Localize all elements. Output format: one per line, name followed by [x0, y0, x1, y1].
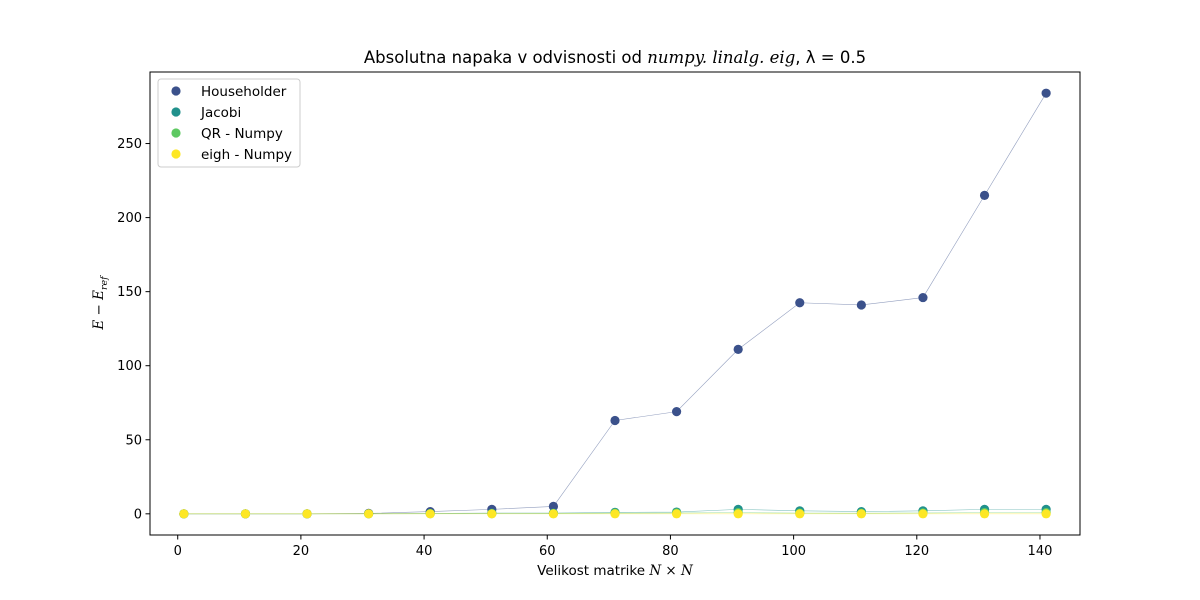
legend-box [157, 78, 301, 168]
legend-label: Jacobi [200, 105, 241, 121]
x-axis-label: Velikost matrike N × N [537, 563, 694, 579]
y-tick-label: 50 [125, 433, 142, 448]
data-point [548, 509, 559, 519]
data-point [733, 509, 743, 519]
data-point [1041, 509, 1051, 519]
x-tick-label: 120 [904, 544, 929, 559]
legend-marker [171, 86, 181, 96]
series-layer [179, 88, 1051, 519]
data-point [240, 509, 251, 519]
x-tick-label: 40 [416, 544, 433, 559]
legend-label: eigh - Numpy [201, 147, 292, 163]
data-point [487, 509, 497, 519]
legend-marker [171, 107, 181, 117]
data-point [795, 509, 805, 519]
x-tick-label: 20 [293, 544, 310, 559]
data-point [610, 415, 620, 426]
data-point [179, 509, 189, 519]
x-tick-label: 100 [781, 544, 806, 559]
data-point [671, 509, 682, 519]
legend-marker [171, 149, 181, 159]
y-tick-label: 0 [134, 507, 142, 522]
data-point [548, 501, 559, 512]
y-tick-label: 150 [117, 285, 142, 300]
data-point [425, 509, 435, 519]
legend: Householder Jacobi QR - Numpy eigh - Numpy [157, 78, 301, 168]
data-point [856, 509, 866, 519]
x-tick-label: 0 [174, 544, 182, 559]
chart-title: Absolutna napaka v odvisnosti od numpy. … [364, 48, 866, 67]
legend-label: QR - Numpy [201, 126, 283, 142]
data-point [610, 509, 620, 519]
y-axis: 0 50 100 150 200 250 [117, 137, 150, 522]
x-axis: 0 20 40 60 80 100 120 140 [174, 535, 1053, 559]
data-point [918, 292, 928, 303]
data-point [856, 300, 866, 310]
legend-label: Householder [201, 84, 287, 100]
data-point [918, 509, 928, 519]
y-tick-label: 250 [117, 137, 142, 152]
legend-marker [171, 128, 181, 138]
data-point [671, 407, 682, 417]
data-point [1041, 88, 1051, 98]
data-point [979, 190, 990, 200]
y-tick-label: 200 [117, 211, 142, 226]
data-point [733, 344, 743, 355]
data-point [364, 509, 374, 519]
y-tick-label: 100 [117, 359, 142, 374]
x-tick-label: 60 [539, 544, 556, 559]
x-tick-label: 140 [1028, 544, 1053, 559]
data-point [979, 509, 990, 519]
data-point [795, 298, 805, 308]
x-tick-label: 80 [662, 544, 679, 559]
plot-area-frame [149, 71, 1081, 536]
data-point [302, 509, 312, 519]
y-axis-label: E − Eref [91, 275, 110, 331]
